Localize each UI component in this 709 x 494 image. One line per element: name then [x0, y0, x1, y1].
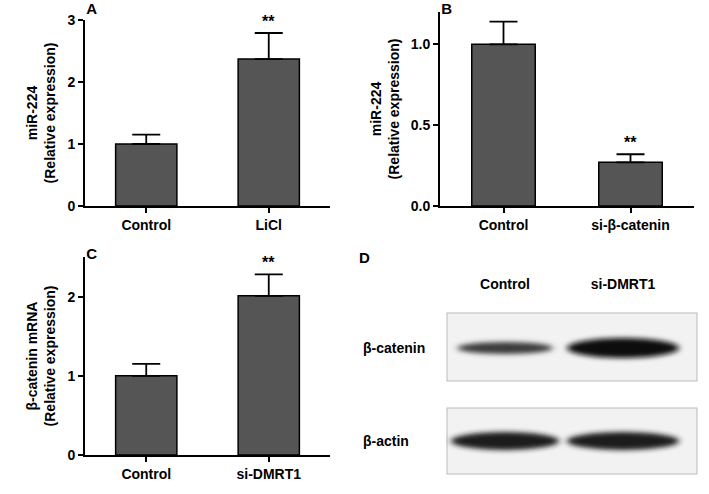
svg-text:C: C	[86, 245, 97, 262]
svg-text:1.0: 1.0	[411, 36, 431, 52]
svg-text:1: 1	[67, 136, 75, 152]
svg-text:miR-224(Relative expression): miR-224(Relative expression)	[24, 43, 58, 184]
svg-text:Control: Control	[480, 276, 530, 292]
svg-text:Control: Control	[121, 217, 171, 233]
svg-text:2: 2	[67, 289, 75, 305]
svg-text:2: 2	[67, 74, 75, 90]
svg-text:A: A	[86, 0, 97, 17]
svg-text:LiCl: LiCl	[256, 217, 282, 233]
svg-text:si-DMRT1: si-DMRT1	[591, 276, 656, 292]
svg-text:Control: Control	[121, 466, 171, 482]
svg-text:β-actin: β-actin	[363, 433, 409, 449]
svg-text:0: 0	[67, 198, 75, 214]
svg-text:3: 3	[67, 12, 75, 28]
svg-text:si-DMRT1: si-DMRT1	[236, 466, 301, 482]
svg-text:miR-224(Relative expression): miR-224(Relative expression)	[368, 39, 402, 180]
svg-text:β-catenin mRNA(Relative expres: β-catenin mRNA(Relative expression)	[24, 286, 58, 427]
svg-text:1: 1	[67, 368, 75, 384]
svg-text:Control: Control	[479, 217, 529, 233]
svg-text:**: **	[262, 13, 275, 30]
svg-text:0: 0	[67, 447, 75, 463]
svg-text:si-β-catenin: si-β-catenin	[591, 217, 670, 233]
svg-text:0.5: 0.5	[411, 117, 431, 133]
svg-text:B: B	[441, 0, 452, 17]
svg-text:D: D	[359, 249, 370, 266]
svg-text:**: **	[262, 254, 275, 271]
svg-text:**: **	[624, 134, 637, 151]
svg-text:0.0: 0.0	[411, 198, 431, 214]
svg-text:β-catenin: β-catenin	[363, 340, 425, 356]
